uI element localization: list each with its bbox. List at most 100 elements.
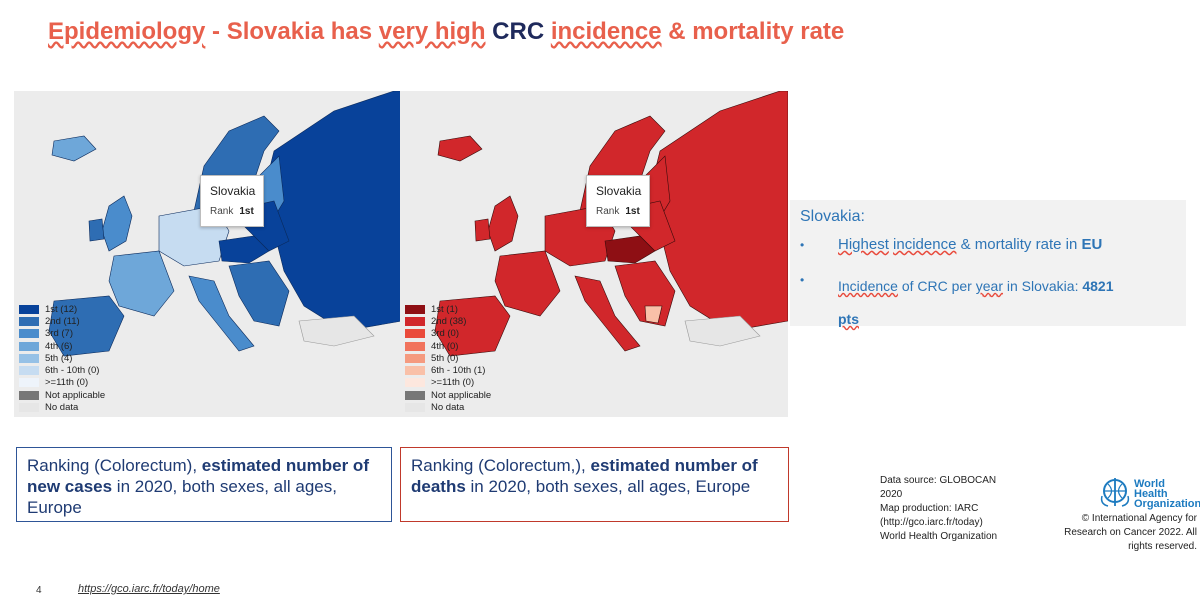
who-logo-icon: [1100, 478, 1130, 507]
legend-item: >=11th (0): [405, 377, 491, 389]
title-very-high: very high: [378, 18, 486, 45]
slovakia-summary-box: Slovakia: • Highest incidence & mortalit…: [790, 200, 1186, 327]
tooltip-rank-label: Rank: [596, 206, 620, 217]
title-crc: CRC: [492, 18, 545, 45]
legend-swatch: [19, 341, 39, 351]
legend-label: >=11th (0): [45, 377, 89, 389]
legend-item: 3rd (7): [19, 328, 105, 340]
title-epidemiology: Epidemiology: [48, 18, 206, 45]
title-mortality-rate: & mortality rate: [668, 18, 845, 45]
incidence-caption: Ranking (Colorectum), estimated number o…: [16, 447, 392, 522]
legend-label: 2nd (38): [431, 315, 467, 327]
source-line: 2020: [880, 489, 903, 500]
legend-swatch: [405, 366, 425, 376]
legend-swatch: [405, 353, 425, 363]
incidence-map[interactable]: Slovakia Rank 1st 1st (12) 2nd (11) 3rd (7)…: [14, 91, 402, 417]
legend-label: 4th (0): [431, 340, 459, 352]
slovakia-title: Slovakia:: [800, 208, 865, 225]
legend-label: 4th (6): [45, 340, 73, 352]
legend-swatch: [19, 353, 39, 363]
mortality-map[interactable]: Slovakia Rank 1st 1st (1) 2nd (38) 3rd (0) 4…: [400, 91, 788, 417]
legend-swatch: [19, 329, 39, 339]
legend-label: 2nd (11): [45, 315, 80, 327]
legend-label: 3rd (0): [431, 328, 459, 340]
legend-label: 6th - 10th (0): [45, 365, 100, 377]
who-name: World Health Organization: [1134, 478, 1200, 510]
legend-label: 5th (4): [45, 352, 73, 364]
caption-bold: estimated number of deaths: [411, 456, 758, 496]
bullet2-text-end: in Slovakia:: [1002, 278, 1083, 294]
caption-text: Ranking (Colorectum),: [27, 456, 202, 475]
bullet2-incidence: Incidence: [838, 278, 898, 294]
who-name-line2: Organization: [1134, 498, 1200, 510]
legend-item: 2nd (11): [19, 315, 105, 327]
bullet2-count: 4821: [1082, 278, 1114, 294]
copyright-line: © International Agency for: [1081, 513, 1197, 524]
caption-text-end: in 2020, both sexes, all ages, Europe: [27, 477, 337, 517]
source-line: Map production: IARC: [880, 503, 979, 514]
tooltip-rank-value: 1st: [625, 206, 640, 217]
source-link[interactable]: (http://gco.iarc.fr/today): [880, 517, 983, 528]
legend-label: >=11th (0): [431, 377, 475, 389]
incidence-map-graphic: [14, 91, 402, 417]
legend-swatch: [405, 329, 425, 339]
legend-item: 1st (12): [19, 303, 105, 315]
legend-label: No data: [431, 402, 465, 414]
legend-item: No data: [405, 401, 491, 413]
legend-item: 5th (0): [405, 352, 491, 364]
mortality-tooltip: Slovakia Rank 1st: [586, 175, 650, 227]
footer-url-link[interactable]: https://gco.iarc.fr/today/home: [78, 583, 220, 595]
legend-label: 1st (12): [45, 303, 78, 315]
tooltip-rank-value: 1st: [239, 206, 254, 217]
caption-text: Ranking (Colorectum,),: [411, 456, 591, 475]
legend-swatch: [19, 403, 39, 413]
legend-item: 6th - 10th (0): [19, 364, 105, 376]
bullet-highest-incidence: Highest incidence & mortality rate in EU: [838, 236, 1102, 253]
page-number: 4: [36, 585, 42, 596]
legend-item: >=11th (0): [19, 377, 105, 389]
bullet-icon: •: [800, 273, 805, 287]
legend-item: 5th (4): [19, 352, 105, 364]
legend-swatch: [19, 316, 39, 326]
legend-label: No data: [45, 402, 79, 414]
legend-label: 1st (1): [431, 303, 458, 315]
bullet-incidence-per-year: Incidence of CRC per year in Slovakia: 4…: [838, 270, 1168, 336]
legend-swatch: [19, 390, 39, 400]
bullet-icon: •: [800, 238, 805, 252]
legend-label: 6th - 10th (1): [431, 365, 486, 377]
legend-item: 3rd (0): [405, 328, 491, 340]
legend-swatch: [405, 403, 425, 413]
bullet1-highest: Highest: [838, 236, 889, 253]
source-line: Data source: GLOBOCAN: [880, 475, 997, 486]
bullet2-text: of CRC per: [897, 278, 976, 294]
who-name-line1: World Health: [1134, 478, 1168, 500]
legend-item: No data: [19, 401, 105, 413]
legend-item: Not applicable: [19, 389, 105, 401]
tooltip-rank-label: Rank: [210, 206, 234, 217]
legend-label: Not applicable: [431, 389, 492, 401]
slide-title: Epidemiology - Slovakia has very high CR…: [48, 18, 844, 46]
bullet2-pts: pts: [838, 311, 859, 327]
incidence-tooltip: Slovakia Rank 1st: [200, 175, 264, 227]
data-source: Data source: GLOBOCAN 2020 Map productio…: [880, 474, 997, 544]
caption-text-end: in 2020, both sexes, all ages, Europe: [465, 477, 751, 496]
legend-item: 2nd (38): [405, 315, 491, 327]
legend-item: 6th - 10th (1): [405, 364, 491, 376]
title-incidence: incidence: [550, 18, 662, 45]
tooltip-rank: Rank 1st: [596, 206, 640, 217]
tooltip-rank: Rank 1st: [210, 206, 254, 217]
copyright-line: Research on Cancer 2022. All: [1064, 527, 1197, 538]
mortality-caption: Ranking (Colorectum,), estimated number …: [400, 447, 789, 522]
legend-label: 5th (0): [431, 352, 459, 364]
legend-item: Not applicable: [405, 389, 491, 401]
legend-item: 4th (6): [19, 340, 105, 352]
tooltip-country: Slovakia: [210, 184, 256, 198]
copyright-line: rights reserved.: [1128, 541, 1197, 552]
legend-swatch: [19, 378, 39, 388]
legend-swatch: [19, 304, 39, 314]
legend-item: 4th (0): [405, 340, 491, 352]
legend-swatch: [405, 341, 425, 351]
bullet1-eu: EU: [1081, 236, 1103, 253]
incidence-legend: 1st (12) 2nd (11) 3rd (7) 4th (6) 5th (4) 6th…: [19, 303, 105, 414]
title-separator: -: [205, 18, 227, 45]
